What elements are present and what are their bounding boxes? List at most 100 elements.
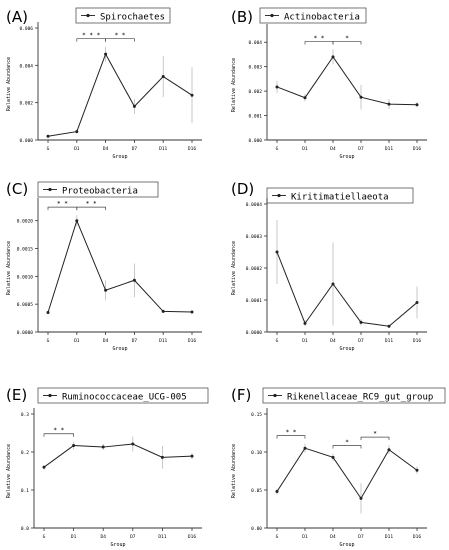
x-tick-label: D11 [159,338,167,344]
chart-panel-a: (A) Spirochaetes 0.000 0.002 0.004 0.006 G D1 D4… [6,7,202,160]
data-point [161,75,165,79]
panel-label: (A) [6,8,28,26]
x-tick-label: D1 [71,534,77,540]
y-tick-label: 0.000 [19,138,33,144]
y-axis-title: Relative Abundance [6,57,12,111]
chart-panel-f: (F) Rikenellaceae_RC9_gut_group 0.00 0.05 0.… [231,386,446,548]
y-tick-label: 0.0003 [246,234,263,240]
significance-bracket [43,433,74,437]
x-tick-label: D11 [385,146,393,152]
significance-label: * * [286,429,297,436]
data-point [415,301,419,305]
y-tick-label: 0.002 [19,101,33,107]
legend-box [259,7,367,24]
x-tick-label: G [47,146,50,152]
y-tick-label: 0.0001 [246,298,263,304]
chart-panel-d: (D) Kiritimatiellaeota 0.0000 0.0001 0.0002 0… [231,180,427,352]
x-tick-label: D16 [413,534,421,540]
x-axis-title: Group [112,154,127,160]
data-point [275,85,279,89]
series-line [47,219,193,313]
legend-marker [48,187,52,192]
x-tick-label: D1 [74,338,80,344]
y-axis-title: Relative Abundance [6,444,12,498]
y-tick-label: 0.0020 [17,219,34,225]
data-point [415,103,419,107]
x-tick-label: D4 [103,146,109,152]
legend-marker [86,13,90,18]
legend-marker [270,13,274,18]
series-line [276,251,418,327]
data-point [104,288,108,292]
legend-box [262,387,446,404]
legend-marker [48,393,52,398]
x-tick-label: G [276,146,279,152]
legend-label: Ruminococcaceae_UCG-005 [62,393,187,403]
x-tick-label: D11 [159,146,167,152]
y-tick-label: 0.0 [21,526,29,532]
y-tick-label: 0.0000 [17,330,34,336]
significance-label: * * [86,201,97,208]
y-tick-label: 0.05 [251,488,262,494]
legend-box [75,7,171,24]
x-tick-label: D1 [74,146,80,152]
data-point [46,311,50,315]
x-tick-label: D11 [385,534,393,540]
x-axis-title: Group [112,346,127,352]
significance-label: * * [115,32,126,39]
y-tick-label: 0.0010 [17,274,34,280]
x-tick-label: D1 [302,534,308,540]
y-tick-label: 0.000 [248,138,262,144]
data-point [132,278,136,282]
significance-bracket [360,436,390,441]
x-axis-title: Group [339,346,354,352]
significance-bracket [76,206,106,211]
legend-box [37,387,209,404]
y-axis-title: Relative Abundance [231,444,237,498]
x-tick-label: D4 [330,338,336,344]
y-axis-title: Relative Abundance [231,58,237,112]
y-tick-label: 0.15 [251,412,262,418]
x-tick-label: D16 [188,338,196,344]
y-tick-label: 0.3 [21,412,29,418]
chart-panel-e: (E) Ruminococcaceae_UCG-005 0.0 0.1 0.2 0.3 G D… [6,386,209,548]
y-tick-label: 0.0000 [246,330,263,336]
x-tick-label: D16 [188,534,196,540]
significance-label: * * [53,427,64,434]
y-tick-label: 0.0015 [17,247,34,253]
y-tick-label: 0.006 [19,26,33,32]
significance-label: * * * [82,32,100,39]
y-tick-label: 0.0005 [17,302,34,308]
x-tick-label: D16 [413,338,421,344]
y-tick-label: 0.10 [251,450,262,456]
panel-label: (E) [6,386,27,404]
x-tick-label: G [47,338,50,344]
y-tick-label: 0.001 [248,114,262,120]
x-tick-label: D4 [330,534,336,540]
x-tick-label: G [276,338,279,344]
x-axis-title: Group [110,542,125,548]
x-tick-label: D16 [413,146,421,152]
x-tick-label: D7 [132,338,138,344]
x-tick-label: G [43,534,46,540]
data-point [190,310,194,314]
y-tick-label: 0.0004 [246,202,263,208]
x-tick-label: D7 [132,146,138,152]
data-point [275,490,279,494]
significance-bracket [332,41,362,45]
x-tick-label: G [276,534,279,540]
legend-label: Rikenellaceae_RC9_gut_group [287,393,433,403]
series-line [43,443,193,468]
data-point [415,468,419,472]
significance-label: * * [57,201,68,208]
data-point [303,446,307,450]
panel-label: (B) [231,8,253,26]
series-line [47,52,193,137]
data-point [359,95,363,99]
data-point [359,496,363,500]
data-point [331,455,335,459]
data-point [104,52,108,56]
legend-label: Proteobacteria [62,187,138,197]
y-tick-label: 0.1 [21,488,29,494]
